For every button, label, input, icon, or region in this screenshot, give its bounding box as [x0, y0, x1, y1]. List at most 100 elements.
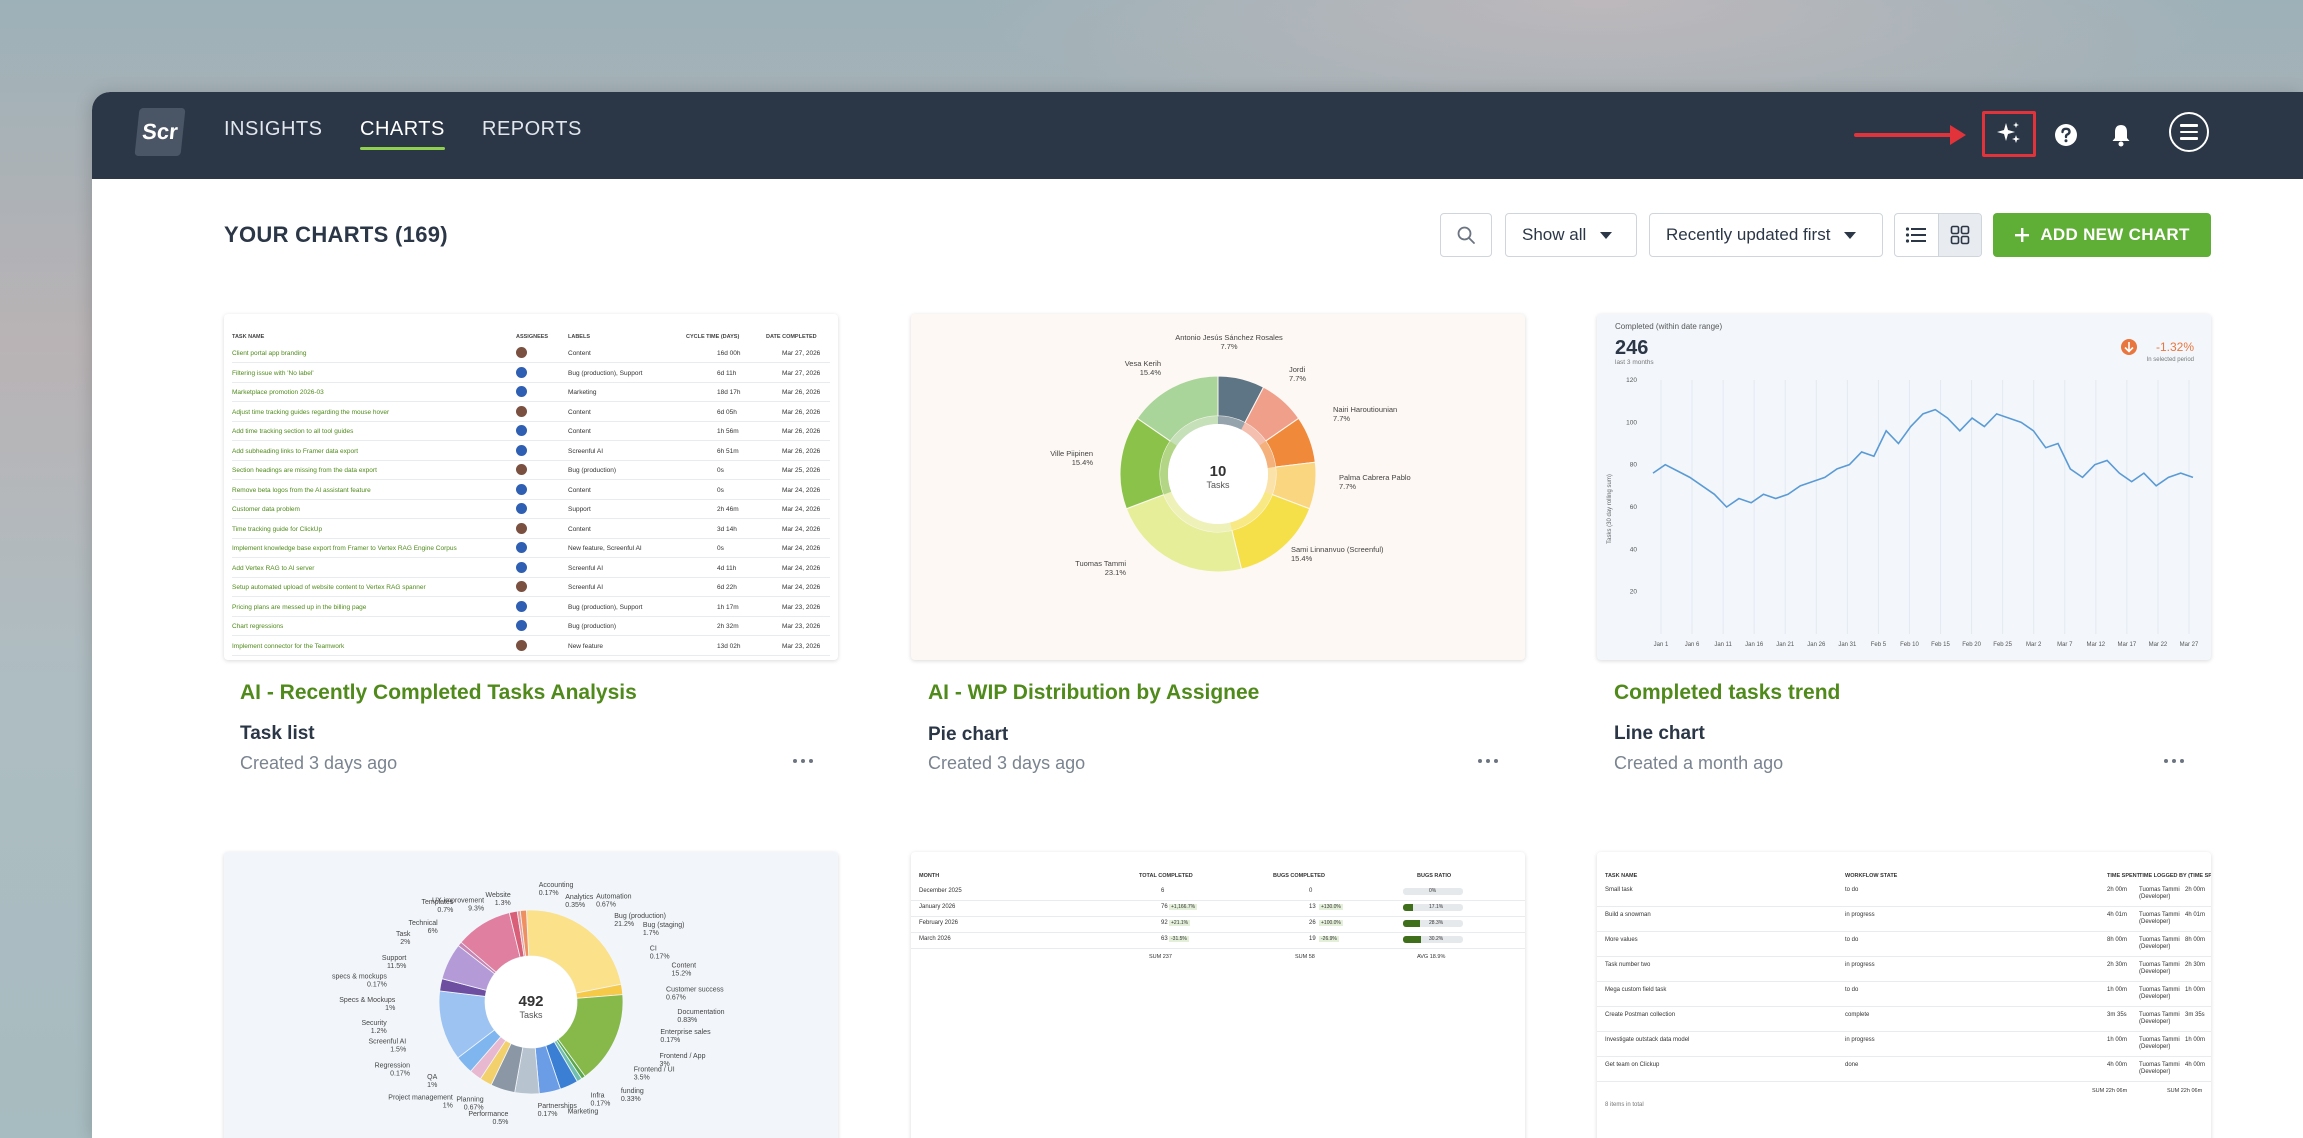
add-new-chart-button[interactable]: ADD NEW CHART: [1993, 213, 2211, 257]
slice-label: funding: [621, 1088, 644, 1095]
task-name: Build a snowman: [1605, 912, 1651, 918]
cycle-time: 1h 17m: [717, 603, 739, 611]
table-row: Implement knowledge base export from Fra…: [232, 538, 830, 558]
card-title[interactable]: Completed tasks trend: [1614, 681, 1841, 704]
avatar: [516, 522, 527, 534]
table-row: Setup automated upload of website conten…: [232, 577, 830, 597]
notifications-button[interactable]: [2104, 118, 2138, 152]
total-completed-cell: 92: [1161, 920, 1168, 926]
card-title[interactable]: AI - WIP Distribution by Assignee: [928, 681, 1260, 704]
nav-charts[interactable]: CHARTS: [360, 118, 445, 150]
grid-view-button[interactable]: [1937, 214, 1981, 256]
slice-percentage: 7.7%: [1220, 342, 1237, 351]
slice-percentage: 0.33%: [621, 1096, 641, 1103]
slice-label: specs & mockups: [332, 974, 387, 981]
task-label: Content: [568, 408, 591, 416]
chevron-down-icon: [1844, 231, 1857, 239]
filter-dropdown-label: Show all: [1522, 225, 1587, 244]
ratio-bar: [1403, 936, 1463, 943]
date-completed: Mar 24, 2026: [782, 506, 821, 513]
slice-percentage: 15.4%: [1140, 368, 1162, 377]
filter-dropdown[interactable]: Show all: [1505, 213, 1637, 257]
search-button[interactable]: [1440, 213, 1492, 257]
row-divider: [1597, 1081, 2211, 1082]
task-label: Content: [568, 428, 591, 435]
x-tick-label: Jan 11: [1714, 642, 1732, 648]
ai-assistant-button[interactable]: [1982, 111, 2036, 157]
chart-thumbnail-pie[interactable]: Antonio Jesús Sánchez Rosales 7.7% Jordi 7.…: [911, 314, 1525, 660]
time-spent: 2h 00m: [2107, 887, 2128, 893]
month-cell: January 2026: [919, 904, 956, 910]
x-tick-label: Mar 2: [2026, 642, 2042, 648]
list-view-button[interactable]: [1895, 214, 1938, 256]
table-row: Add Vertex RAG to AI server Screenful AI 4…: [232, 558, 830, 578]
chart-thumbnail-time-table[interactable]: TASK NAME WORKFLOW STATE TIME SPENT TIME LO…: [1597, 852, 2211, 1138]
card-created-date: Created a month ago: [1614, 753, 1784, 773]
slice-percentage: 23.1%: [1105, 568, 1127, 577]
slice-percentage: 1%: [385, 1005, 395, 1012]
nav-insights[interactable]: INSIGHTS: [224, 118, 323, 140]
table-row: Add subheading links to Framer data expo…: [232, 441, 830, 461]
card-title[interactable]: AI - Recently Completed Tasks Analysis: [240, 681, 637, 704]
sum-bugs: SUM 58: [1295, 954, 1315, 960]
chart-thumbnail-line[interactable]: Completed (within date range) 246 last 3 m…: [1597, 314, 2211, 660]
slice-percentage: 0.67%: [596, 902, 616, 909]
bugs-table-preview: MONTH TOTAL COMPLETED BUGS COMPLETED BUGS R…: [911, 852, 1525, 1138]
table-row: Chart regressions Bug (production) 2h 32m M…: [232, 616, 830, 636]
task-label: Bug (production), Support: [568, 603, 643, 611]
top-navigation-bar: Scr INSIGHTS CHARTS REPORTS: [92, 92, 2303, 179]
card-chart-type: Pie chart: [928, 724, 1009, 745]
total-change-badge: -31.5%: [1169, 936, 1189, 942]
task-name: Small task: [1605, 887, 1633, 893]
avatar: [516, 483, 527, 495]
chart-thumbnail-labels-donut[interactable]: 492 Tasks Website 1.3% Accounting 0.17% Analyt…: [224, 852, 838, 1138]
more-options-button[interactable]: [2163, 747, 2185, 770]
task-label: Marketing: [568, 389, 597, 396]
row-divider: [911, 948, 1525, 949]
slice-label: Automation: [596, 894, 632, 901]
pie-slice-inner: [1218, 416, 1245, 430]
cycle-time: 0s: [717, 486, 724, 494]
slice-label: Documentation: [677, 1009, 724, 1016]
chart-thumbnail-task-list[interactable]: TASK NAME ASSIGNEES LABELS CYCLE TIME (D…: [224, 314, 838, 660]
donut-hole: [1168, 424, 1268, 524]
time-spent: 2h 30m: [2107, 962, 2128, 968]
workflow-state: to do: [1845, 937, 1859, 943]
date-completed: Mar 24, 2026: [782, 486, 821, 494]
task-label: Screenful AI: [568, 564, 604, 572]
items-total: 8 items in total: [1605, 1102, 1644, 1108]
slice-percentage: 3%: [660, 1061, 670, 1068]
more-options-button[interactable]: [792, 747, 814, 770]
task-label: New feature, Screenful AI: [568, 545, 642, 552]
bugs-change-badge: +130.0%: [1319, 904, 1343, 910]
chart-thumbnail-bugs-table[interactable]: MONTH TOTAL COMPLETED BUGS COMPLETED BUGS R…: [911, 852, 1525, 1138]
series-line: [1652, 408, 2194, 509]
total-change-badge: +1,166.7%: [1169, 904, 1198, 910]
sort-dropdown[interactable]: Recently updated first: [1649, 213, 1883, 257]
time-logged-by: Tuomas Tammi (Developer): [2139, 1062, 2180, 1075]
slice-label: CI: [650, 946, 657, 953]
main-menu-button[interactable]: [2169, 112, 2209, 152]
cycle-time: 6d 11h: [717, 369, 737, 377]
slice-label: UX improvement: [432, 897, 484, 904]
slice-percentage: 15.4%: [1072, 458, 1094, 467]
app-window: Scr INSIGHTS CHARTS REPORTS: [92, 92, 2303, 1138]
bugs-completed-cell: 19: [1309, 936, 1316, 942]
slice-label: Marketing: [568, 1109, 599, 1116]
column-header: WORKFLOW STATE: [1845, 873, 1898, 879]
cycle-time: 3d 14h: [717, 525, 737, 533]
date-completed: Mar 27, 2026: [782, 369, 821, 377]
avatar: [516, 386, 527, 397]
y-tick-label: 20: [1630, 589, 1638, 596]
more-options-button[interactable]: [1477, 747, 1499, 770]
slice-label: Website: [486, 892, 511, 899]
column-header: BUGS RATIO: [1417, 873, 1452, 879]
task-name: Remove beta logos from the AI assistant …: [232, 486, 371, 494]
app-logo[interactable]: Scr: [134, 108, 186, 156]
slice-label: Support: [382, 955, 407, 962]
help-button[interactable]: [2049, 118, 2083, 152]
cycle-time: 0s: [717, 467, 724, 474]
ratio-value: 0%: [1429, 888, 1437, 894]
nav-reports[interactable]: REPORTS: [482, 118, 582, 140]
